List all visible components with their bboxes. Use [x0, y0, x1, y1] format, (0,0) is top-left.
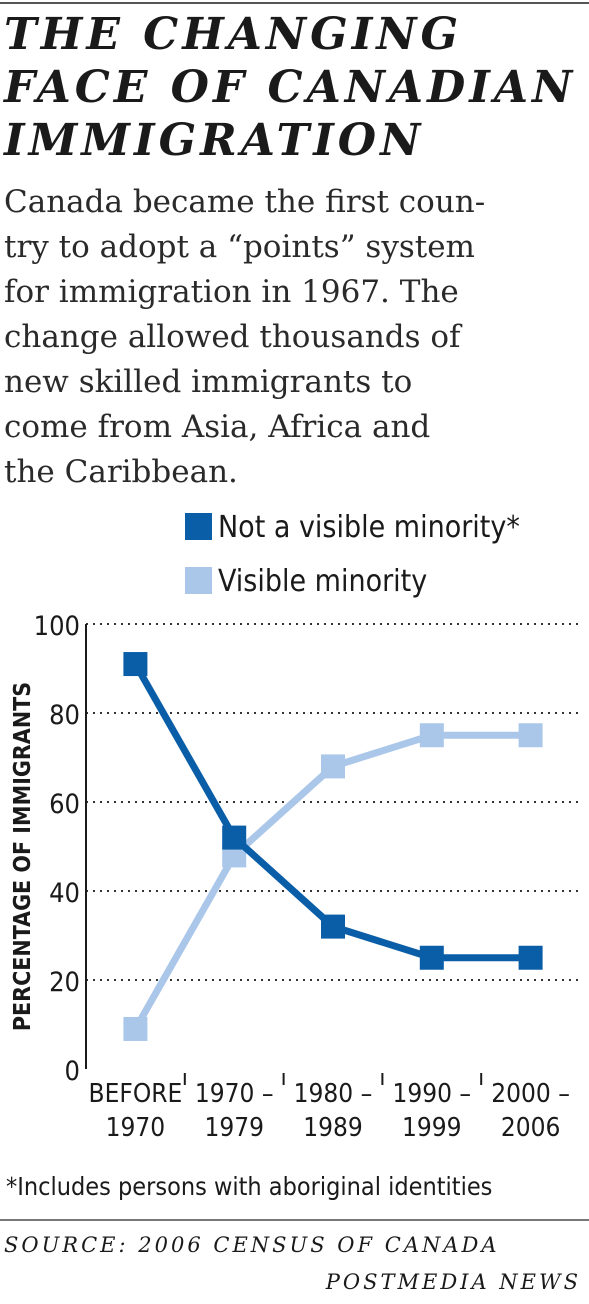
series-2-point [419, 723, 444, 748]
intro-line-5: new skilled immigrants to [4, 364, 413, 400]
footer-rule [0, 1219, 589, 1221]
legend-label-2: Visible minority [218, 564, 427, 599]
intro-line-1: Canada became the first coun- [4, 184, 486, 220]
intro-text: Canada became the first coun- try to ado… [4, 180, 584, 495]
source-line: SOURCE: 2006 CENSUS OF CANADA [4, 1233, 500, 1257]
y-tick-label: 100 [34, 611, 80, 642]
y-axis-title: PERCENTAGE OF IMMIGRANTS [10, 682, 36, 1031]
series-1-point [518, 945, 543, 970]
intro-line-7: the Caribbean. [4, 454, 238, 490]
credit-line: POSTMEDIA NEWS [325, 1270, 581, 1294]
series-2-point [123, 1016, 148, 1041]
title-line-2: FACE OF CANADIAN [4, 62, 577, 113]
legend-label-1: Not a visible minority* [218, 510, 520, 545]
series-1-point [419, 945, 444, 970]
legend-swatch-1 [185, 513, 212, 540]
y-tick-label: 20 [49, 967, 80, 998]
line-chart: Not a visible minority* Visible minority 0… [10, 510, 580, 1143]
series-2-point [321, 754, 345, 779]
y-tick-label: 40 [49, 878, 80, 909]
x-tick-label: 1970 –1979 [195, 1079, 274, 1143]
series-1-point [123, 652, 148, 677]
x-tick-label: 2000 –2006 [491, 1079, 570, 1143]
intro-line-4: change allowed thousands of [4, 319, 461, 355]
x-tick-label: BEFORE 1970 [89, 1079, 183, 1143]
x-tick-label: 1990 –1999 [392, 1079, 471, 1143]
y-tick-label: 80 [49, 700, 80, 731]
footnote: *Includes persons with aboriginal identi… [6, 1172, 493, 1201]
chart-title: THE CHANGING FACE OF CANADIAN IMMIGRATIO… [4, 8, 584, 167]
series-1-point [222, 825, 247, 850]
series-line-2 [132, 731, 531, 1031]
series-1-point [321, 914, 345, 939]
series-line-1 [132, 662, 531, 962]
title-line-3: IMMIGRATION [4, 115, 425, 166]
intro-line-3: for immigration in 1967. The [4, 274, 459, 310]
series-2-point [518, 723, 543, 748]
intro-line-2: try to adopt a “points” system [4, 229, 475, 265]
y-tick-label: 0 [65, 1056, 80, 1087]
title-line-1: THE CHANGING [4, 9, 463, 60]
top-rule [0, 2, 589, 4]
legend-swatch-2 [185, 567, 212, 594]
x-tick-label: 1980 –1989 [294, 1079, 373, 1143]
intro-line-6: come from Asia, Africa and [4, 409, 431, 445]
y-tick-label: 60 [49, 789, 80, 820]
